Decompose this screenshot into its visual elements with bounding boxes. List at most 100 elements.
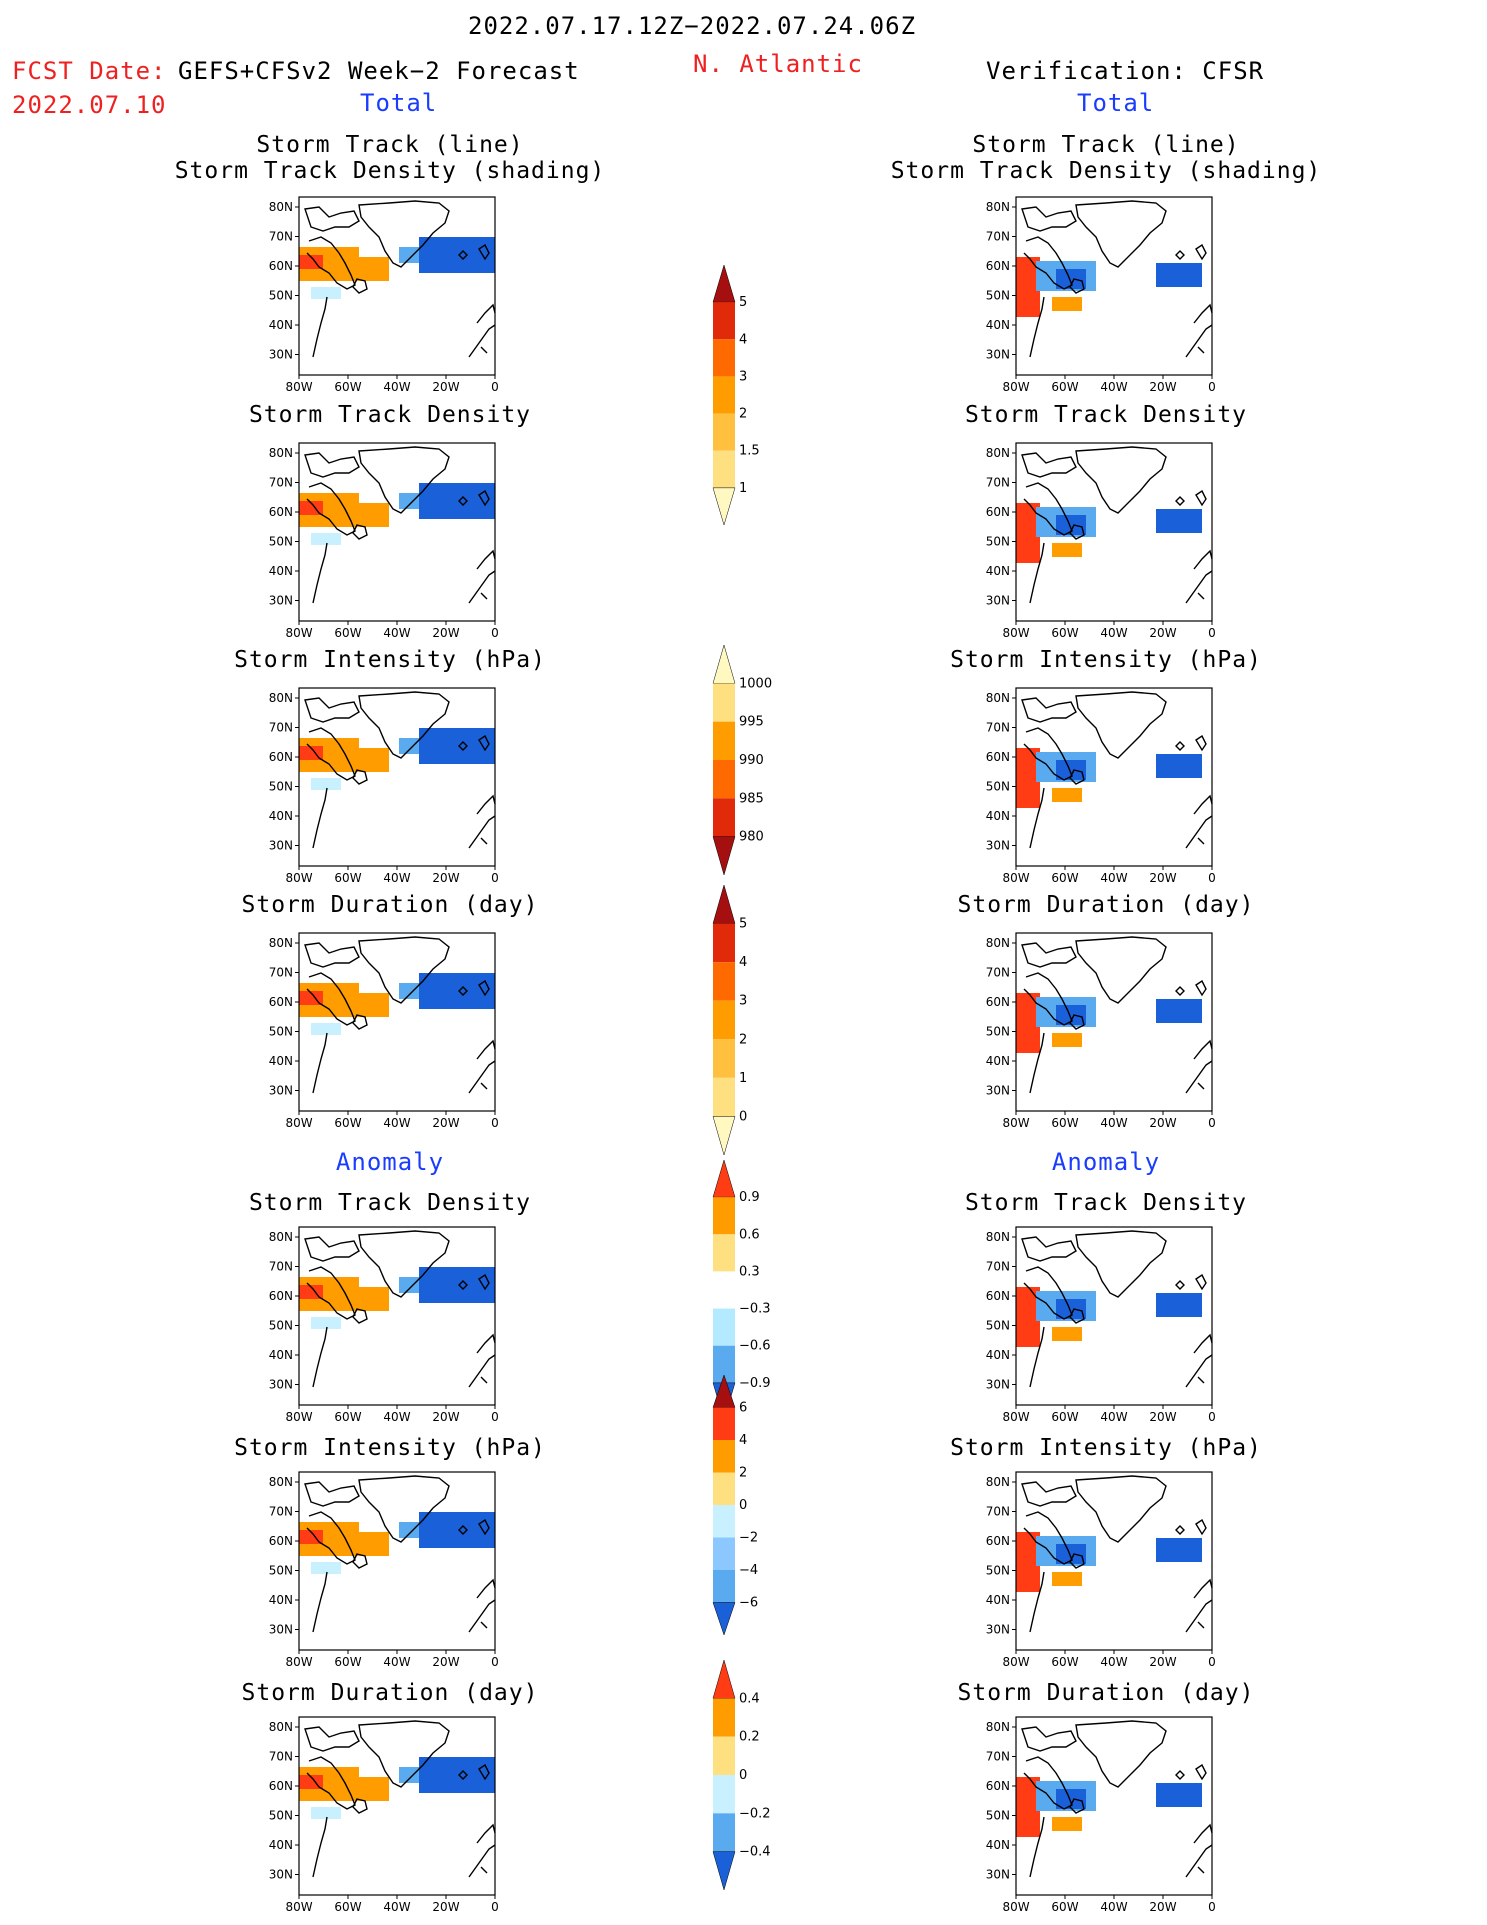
- lat-tick-label: 60N: [986, 750, 1010, 764]
- shading-field: [299, 728, 495, 790]
- colorbar-tick-label: 980: [739, 830, 764, 845]
- lon-tick-label: 40W: [1100, 1900, 1127, 1914]
- lon-tick-label: 60W: [334, 1116, 361, 1130]
- lat-tick-label: 60N: [269, 1534, 293, 1548]
- lat-tick-label: 30N: [986, 348, 1010, 362]
- lat-tick-label: 60N: [986, 1534, 1010, 1548]
- lon-tick-label: 80W: [285, 871, 312, 885]
- colorbar-tick-label: 0: [739, 1768, 747, 1783]
- colorbar-tick-label: −0.6: [739, 1339, 771, 1354]
- lon-tick-label: 20W: [432, 1655, 459, 1669]
- lon-tick-label: 0: [1208, 380, 1216, 394]
- lon-tick-label: 60W: [334, 626, 361, 640]
- colorbar-tick-label: 0.4: [739, 1691, 760, 1706]
- lon-tick-label: 0: [491, 1655, 499, 1669]
- lat-tick-label: 30N: [269, 348, 293, 362]
- colorbar-tick-label: 0: [739, 1109, 747, 1124]
- lat-tick-label: 70N: [986, 476, 1010, 490]
- title-density-anom-right: Storm Track Density: [964, 1190, 1248, 1216]
- lon-tick-label: 60W: [334, 1900, 361, 1914]
- lon-tick-label: 60W: [1051, 1900, 1078, 1914]
- region-label: N. Atlantic: [693, 50, 863, 78]
- lon-tick-label: 40W: [1100, 626, 1127, 640]
- lon-tick-label: 20W: [1149, 1116, 1176, 1130]
- lat-tick-label: 40N: [269, 1593, 293, 1607]
- shading-field: [1016, 993, 1202, 1053]
- colorbar-tick-label: 4: [739, 955, 747, 970]
- lat-tick-label: 30N: [986, 594, 1010, 608]
- lon-tick-label: 40W: [383, 1655, 410, 1669]
- title-duration-anom-right: Storm Duration (day): [957, 1680, 1255, 1706]
- lon-tick-label: 40W: [1100, 1410, 1127, 1424]
- lat-tick-label: 80N: [269, 691, 293, 705]
- lat-tick-label: 40N: [269, 318, 293, 332]
- map-panel-left-duration-anom: 80N 70N 60N 50N 40N 30N 80W 60W 40W 20W 0: [269, 1716, 499, 1914]
- lat-tick-label: 60N: [986, 259, 1010, 273]
- lat-tick-label: 30N: [269, 1084, 293, 1098]
- lon-tick-label: 80W: [285, 626, 312, 640]
- colorbar-tick-label: 2: [739, 407, 747, 422]
- lat-tick-label: 40N: [986, 1838, 1010, 1852]
- colorbar-density_anom: 0.9 0.6 0.3 −0.3 −0.6 −0.9: [712, 1159, 771, 1421]
- map-panel-left-track: 80N 70N 60N 50N 40N 30N 80W 60W 40W 20W 0: [269, 196, 499, 394]
- title-density-anom-left: Storm Track Density: [248, 1190, 532, 1216]
- total-label-left: Total: [360, 89, 438, 117]
- lon-tick-label: 60W: [1051, 1116, 1078, 1130]
- lon-tick-label: 20W: [1149, 626, 1176, 640]
- title-intensity-right: Storm Intensity (hPa): [950, 647, 1262, 673]
- lat-tick-label: 50N: [986, 1564, 1010, 1578]
- lon-tick-label: 60W: [1051, 1655, 1078, 1669]
- lat-tick-label: 30N: [269, 594, 293, 608]
- colorbar-tick-label: 3: [739, 369, 747, 384]
- map-panel-right-duration: 80N 70N 60N 50N 40N 30N 80W 60W 40W 20W 0: [986, 932, 1216, 1130]
- lat-tick-label: 80N: [986, 936, 1010, 950]
- lon-tick-label: 20W: [432, 871, 459, 885]
- lon-tick-label: 60W: [1051, 626, 1078, 640]
- lat-tick-label: 70N: [986, 1505, 1010, 1519]
- lat-tick-label: 50N: [269, 535, 293, 549]
- shading-field: [1016, 503, 1202, 563]
- lat-tick-label: 40N: [269, 809, 293, 823]
- lat-tick-label: 60N: [269, 1289, 293, 1303]
- lon-tick-label: 20W: [432, 1900, 459, 1914]
- lat-tick-label: 30N: [269, 1623, 293, 1637]
- lat-tick-label: 80N: [986, 691, 1010, 705]
- lon-tick-label: 0: [491, 871, 499, 885]
- total-label-right: Total: [1077, 89, 1155, 117]
- lat-tick-label: 30N: [269, 839, 293, 853]
- lat-tick-label: 80N: [269, 936, 293, 950]
- lon-tick-label: 80W: [285, 1900, 312, 1914]
- colorbar-tick-label: 0.6: [739, 1227, 760, 1242]
- title-track-density-shading-left: Storm Track Density (shading): [174, 158, 606, 184]
- title-duration-anom-left: Storm Duration (day): [241, 1680, 539, 1706]
- lat-tick-label: 70N: [986, 1260, 1010, 1274]
- colorbar-tick-label: 2: [739, 1032, 747, 1047]
- lon-tick-label: 20W: [432, 380, 459, 394]
- map-panel-right-track: 80N 70N 60N 50N 40N 30N 80W 60W 40W 20W 0: [986, 196, 1216, 394]
- lon-tick-label: 0: [1208, 871, 1216, 885]
- lon-tick-label: 0: [1208, 1900, 1216, 1914]
- lat-tick-label: 50N: [986, 1809, 1010, 1823]
- title-density-right: Storm Track Density: [964, 402, 1248, 428]
- lon-tick-label: 0: [1208, 1410, 1216, 1424]
- lon-tick-label: 20W: [1149, 871, 1176, 885]
- shading-field: [1016, 748, 1202, 808]
- lat-tick-label: 60N: [269, 259, 293, 273]
- lon-tick-label: 80W: [1002, 871, 1029, 885]
- lat-tick-label: 80N: [269, 200, 293, 214]
- colorbar-tick-label: 0.9: [739, 1190, 760, 1205]
- lon-tick-label: 0: [491, 1410, 499, 1424]
- lat-tick-label: 50N: [269, 1025, 293, 1039]
- lat-tick-label: 70N: [269, 1750, 293, 1764]
- lon-tick-label: 40W: [383, 871, 410, 885]
- lon-tick-label: 20W: [1149, 1410, 1176, 1424]
- lon-tick-label: 40W: [1100, 871, 1127, 885]
- verification-label: Verification: CFSR: [986, 57, 1265, 85]
- lat-tick-label: 80N: [986, 200, 1010, 214]
- map-panel-right-duration-anom: 80N 70N 60N 50N 40N 30N 80W 60W 40W 20W 0: [986, 1716, 1216, 1914]
- colorbar-tick-label: 2: [739, 1466, 747, 1481]
- title-intensity-anom-right: Storm Intensity (hPa): [950, 1435, 1262, 1461]
- lat-tick-label: 30N: [986, 1623, 1010, 1637]
- colorbar-tick-label: −0.9: [739, 1376, 771, 1391]
- colorbar-tick-label: 0: [739, 1498, 747, 1513]
